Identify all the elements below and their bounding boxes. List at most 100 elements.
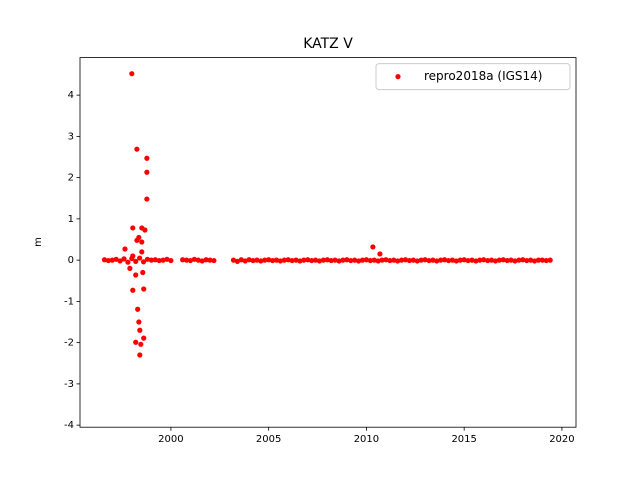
scatter-point — [449, 257, 456, 263]
scatter-point — [297, 258, 303, 264]
scatter-point — [230, 257, 237, 263]
y-tick-label: 2 — [68, 173, 74, 184]
scatter-point — [133, 339, 139, 345]
scatter-point — [183, 257, 190, 263]
scatter-point — [156, 257, 162, 264]
scatter-point — [137, 352, 143, 358]
scatter-point — [246, 257, 252, 263]
y-tick-label: -2 — [64, 338, 74, 349]
scatter-point — [277, 258, 283, 264]
scatter-point — [105, 257, 111, 264]
legend-marker — [395, 74, 401, 80]
scatter-point — [508, 257, 514, 263]
scatter-point — [137, 327, 143, 333]
scatter-point — [203, 257, 209, 263]
scatter-point — [109, 257, 115, 263]
scatter-point — [101, 257, 108, 263]
y-axis-label: m — [33, 237, 44, 247]
scatter-point — [133, 272, 139, 278]
x-tick-label: 2020 — [549, 434, 574, 445]
scatter-point — [336, 258, 342, 264]
scatter-point — [539, 257, 545, 263]
scatter-point — [500, 257, 506, 263]
scatter-point — [234, 258, 240, 264]
legend-label: repro2018a (IGS14) — [424, 69, 542, 83]
scatter-point — [293, 257, 299, 263]
scatter-point — [348, 257, 354, 264]
scatter-point — [281, 257, 287, 263]
scatter-point — [481, 257, 487, 263]
scatter-point — [418, 257, 424, 263]
scatter-point — [332, 257, 338, 263]
scatter-point — [320, 257, 327, 263]
plot-area — [101, 71, 553, 358]
scatter-point — [187, 257, 194, 264]
scatter-point — [531, 258, 538, 264]
scatter-point — [492, 258, 499, 264]
y-tick-label: -1 — [64, 296, 74, 307]
y-tick-label: 1 — [68, 214, 74, 225]
scatter-point — [473, 258, 479, 264]
scatter-point — [399, 257, 405, 263]
scatter-point — [504, 257, 510, 264]
scatter-point — [465, 257, 471, 264]
y-tick-label: -3 — [64, 379, 74, 390]
scatter-point — [414, 258, 420, 264]
y-tick-label: -4 — [64, 420, 74, 431]
scatter-point — [134, 146, 140, 152]
scatter-point — [406, 257, 413, 264]
scatter-point — [164, 256, 170, 262]
scatter-point — [191, 256, 197, 262]
scatter-point — [438, 257, 444, 263]
scatter-point — [430, 257, 436, 263]
scatter-point — [168, 257, 174, 264]
scatter-point — [141, 335, 147, 341]
scatter-point — [410, 257, 416, 263]
y-tick-label: 4 — [68, 90, 74, 101]
scatter-point — [426, 257, 432, 264]
scatter-point — [377, 251, 383, 257]
scatter-point — [127, 265, 133, 271]
scatter-point — [520, 257, 526, 263]
scatter-point — [445, 257, 452, 264]
scatter-point — [160, 257, 166, 263]
scatter-point — [496, 257, 502, 263]
scatter-point — [211, 257, 217, 264]
scatter-point — [285, 257, 291, 263]
scatter-point — [242, 258, 248, 264]
scatter-point — [207, 257, 213, 263]
scatter-point — [344, 257, 350, 263]
scatter-point — [130, 225, 136, 231]
scatter-point — [195, 257, 201, 263]
scatter-point — [138, 341, 144, 347]
scatter-point — [488, 257, 495, 263]
scatter-point — [512, 258, 518, 264]
scatter-point — [312, 257, 319, 263]
scatter-point — [434, 258, 440, 264]
scatter-point — [129, 71, 135, 77]
scatter-point — [355, 258, 362, 264]
scatter-point — [535, 257, 542, 263]
scatter-point — [250, 257, 256, 264]
scatter-point — [359, 257, 366, 263]
scatter-point — [139, 239, 145, 245]
scatter-point — [273, 257, 280, 263]
scatter-point — [402, 257, 409, 263]
scatter-point — [258, 258, 264, 264]
scatter-point — [340, 257, 346, 263]
scatter-point — [180, 257, 186, 263]
scatter-point — [140, 269, 146, 276]
scatter-point — [387, 257, 393, 264]
x-tick-label: 2005 — [256, 434, 281, 445]
scatter-point — [140, 259, 147, 265]
y-tick-label: 0 — [68, 255, 74, 266]
legend-box — [375, 63, 571, 91]
scatter-point — [130, 253, 136, 259]
scatter-point — [141, 286, 147, 292]
scatter-point — [370, 244, 376, 250]
scatter-point — [453, 258, 459, 264]
scatter-point — [122, 246, 128, 252]
scatter-point — [485, 257, 491, 264]
chart-title: KATZ V — [303, 36, 353, 52]
scatter-point — [144, 256, 151, 262]
